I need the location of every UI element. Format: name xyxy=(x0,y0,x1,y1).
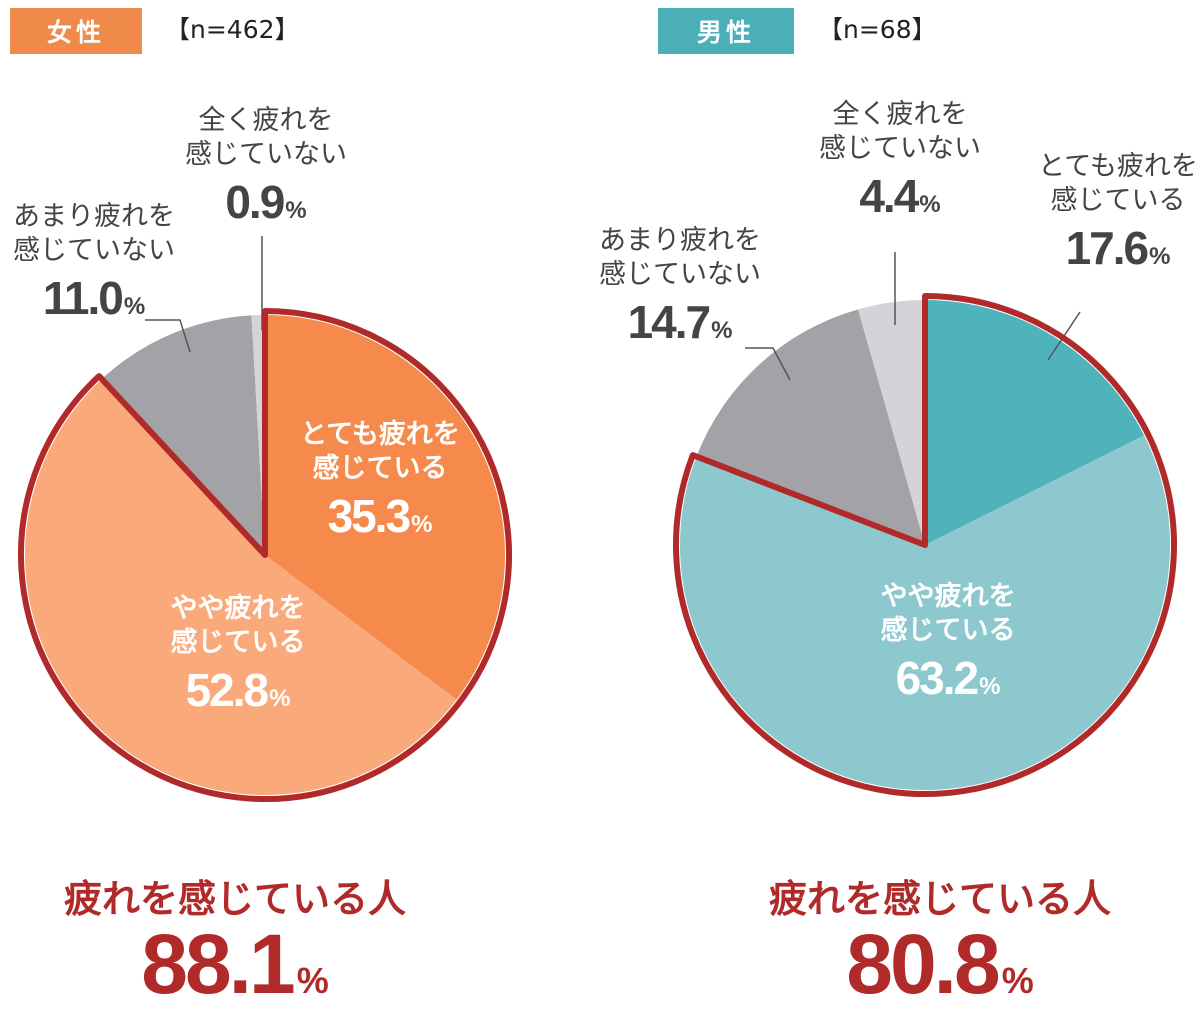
men-summary-label: 疲れを感じている人 xyxy=(768,877,1111,921)
men-slice-label-very-tired: とても疲れを 感じている 17.6% xyxy=(1038,151,1198,274)
men-pie-chart xyxy=(673,252,1177,797)
men-slice-very-tired xyxy=(925,300,1145,545)
women-fatigued-outline xyxy=(18,308,512,802)
women-sample-size: 【n=462】 xyxy=(165,15,300,44)
men-slice-label-not-very-tired: あまり疲れを 感じていない 14.7% xyxy=(599,225,761,348)
men-slice-label-somewhat-tired: やや疲れを 感じている 63.2% xyxy=(880,581,1016,704)
men-slice-not-tired-at-all xyxy=(858,300,925,545)
women-group-badge: 女性 xyxy=(10,8,142,54)
women-slice-label-not-very-tired: あまり疲れを 感じていない 11.0% xyxy=(13,201,175,324)
women-slice-label-not-tired-at-all: 全く疲れを 感じていない 0.9% xyxy=(185,105,347,228)
men-sample-size: 【n=68】 xyxy=(818,15,937,44)
men-summary-value: 80.8% xyxy=(846,917,1034,1011)
men-leader-line-not-very-tired xyxy=(745,347,791,381)
women-summary-value: 88.1% xyxy=(141,917,329,1011)
women-leader-line-not-very-tired xyxy=(145,319,191,353)
women-pie-chart xyxy=(18,236,512,802)
men-slice-not-very-tired xyxy=(696,309,925,545)
men-fatigued-outline xyxy=(673,293,1177,797)
women-chart-panel: 女性 【n=462】 とても疲れを 感じている 35.3% やや疲れを 感じてい… xyxy=(10,8,512,1011)
women-summary-label: 疲れを感じている人 xyxy=(63,877,406,921)
women-slice-very-tired xyxy=(265,315,505,700)
women-slice-label-somewhat-tired: やや疲れを 感じている 52.8% xyxy=(170,593,306,716)
men-slice-label-not-tired-at-all: 全く疲れを 感じていない 4.4% xyxy=(819,99,981,222)
women-slice-label-very-tired: とても疲れを 感じている 35.3% xyxy=(300,419,460,542)
women-slice-not-very-tired xyxy=(101,315,265,555)
women-slice-somewhat-tired xyxy=(25,379,457,795)
men-slice-somewhat-tired xyxy=(680,435,1170,790)
men-chart-panel: 男性 【n=68】 とても疲れを 感じている 17.6% やや疲れを 感じている… xyxy=(599,0,1200,1018)
women-slice-not-tired-at-all xyxy=(251,315,265,555)
men-group-badge: 男性 xyxy=(658,8,794,54)
